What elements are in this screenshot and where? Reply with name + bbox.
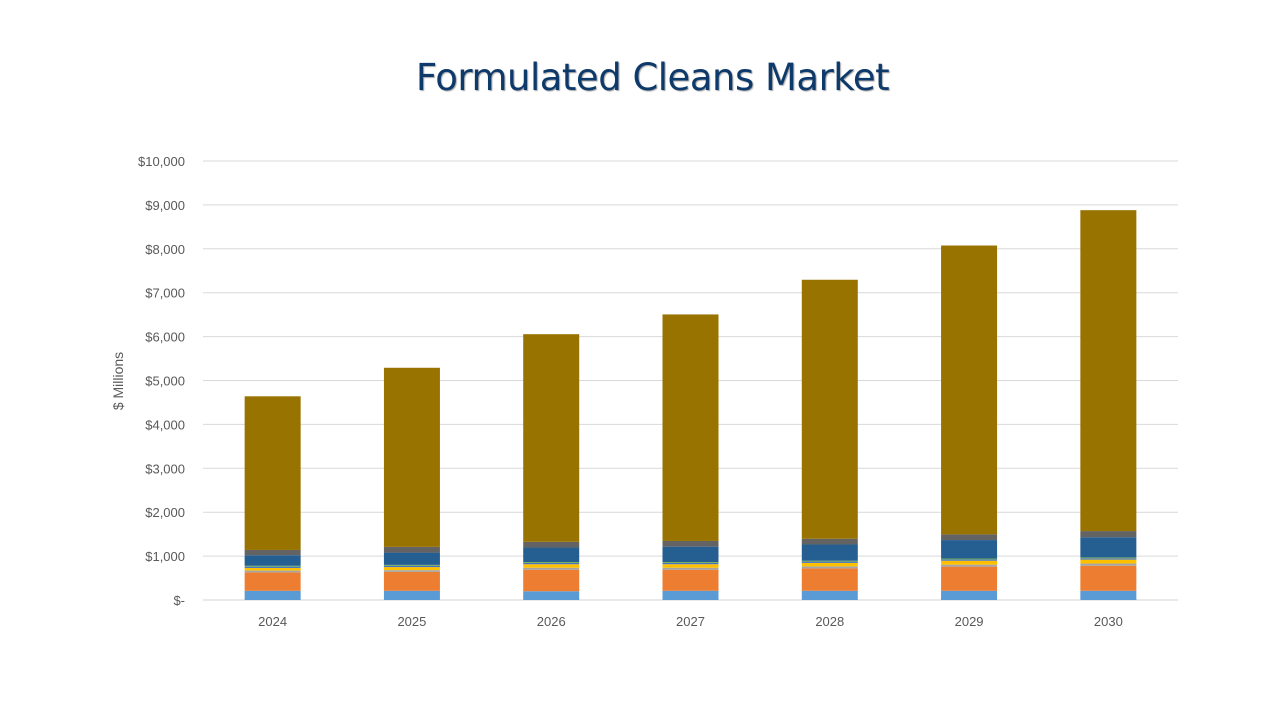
- y-tick-label: $5,000: [145, 374, 185, 389]
- bar-segment: [941, 566, 998, 591]
- bar-segment: [244, 590, 301, 600]
- bar-segment: [1080, 537, 1137, 558]
- bar-segment: [523, 541, 580, 548]
- bar-segment: [244, 572, 301, 591]
- bar-segment: [1080, 558, 1137, 560]
- y-tick-label: $10,000: [138, 154, 185, 169]
- bar-segment: [662, 546, 719, 563]
- bar-segment: [383, 546, 440, 553]
- y-tick-label: $8,000: [145, 242, 185, 257]
- bar-segment: [383, 590, 440, 600]
- bar-segment: [1080, 563, 1137, 566]
- bar-segment: [662, 567, 719, 570]
- bar-segment: [941, 245, 998, 535]
- bar-segment: [941, 590, 998, 600]
- bar-segment: [244, 396, 301, 550]
- bar-segment: [662, 314, 719, 541]
- bar-segment: [523, 562, 580, 563]
- bar-segment: [801, 562, 858, 567]
- bar-segment: [1080, 557, 1137, 559]
- bar-segment: [1080, 559, 1137, 564]
- x-tick-label: 2028: [815, 614, 844, 629]
- y-tick-label: $3,000: [145, 461, 185, 476]
- bar-segment: [244, 570, 301, 573]
- y-tick-label: $9,000: [145, 198, 185, 213]
- bar-segment: [801, 544, 858, 561]
- bar-segment: [1080, 210, 1137, 532]
- chart-title: Formulated Cleans Market: [415, 56, 890, 99]
- bar-segment: [244, 567, 301, 571]
- x-axis-tick-labels: 2024 2025 2026 2027 2028 2029 2030: [258, 614, 1123, 629]
- bar-segment: [383, 367, 440, 547]
- bar-segment: [801, 561, 858, 563]
- bar-segment: [662, 569, 719, 591]
- bar-segment: [801, 279, 858, 539]
- x-tick-label: 2024: [258, 614, 287, 629]
- bar-segment: [801, 590, 858, 600]
- bar-segment: [941, 564, 998, 567]
- bar-segment: [662, 562, 719, 565]
- bar-segment: [523, 591, 580, 600]
- x-tick-label: 2026: [537, 614, 566, 629]
- bar-segment: [1080, 565, 1137, 591]
- bar-segment: [383, 564, 440, 566]
- bar-segment: [1080, 590, 1137, 600]
- y-tick-label: $6,000: [145, 330, 185, 345]
- bar-segment: [801, 538, 858, 545]
- bar-segment: [523, 547, 580, 563]
- bar-segment: [244, 565, 301, 567]
- bar-segment: [383, 571, 440, 591]
- bar-segment: [662, 564, 719, 568]
- bar-segment: [383, 565, 440, 568]
- bar-segment: [523, 334, 580, 542]
- bar-segment: [662, 562, 719, 563]
- y-axis-tick-labels: $- $1,000 $2,000 $3,000 $4,000 $5,000 $6,000 $7…: [138, 154, 185, 608]
- bar-segment: [523, 567, 580, 570]
- y-axis-title: $ Millions: [110, 352, 126, 410]
- bar-segment: [244, 566, 301, 568]
- bar-segment: [941, 534, 998, 541]
- x-tick-label: 2030: [1094, 614, 1123, 629]
- bar-segment: [244, 549, 301, 556]
- y-tick-label: $1,000: [145, 549, 185, 564]
- bar-segment: [383, 570, 440, 572]
- bar-segment: [383, 567, 440, 571]
- bar-segment: [801, 560, 858, 562]
- bar-segment: [662, 590, 719, 600]
- bar-segment: [801, 566, 858, 569]
- x-tick-label: 2027: [676, 614, 705, 629]
- bar-segment: [941, 559, 998, 561]
- y-tick-label: $4,000: [145, 417, 185, 432]
- bar-stacks: [244, 210, 1137, 600]
- y-tick-label: $-: [173, 593, 185, 608]
- bar-segment: [383, 552, 440, 565]
- y-tick-label: $7,000: [145, 286, 185, 301]
- bar-segment: [523, 564, 580, 568]
- bar-segment: [244, 555, 301, 566]
- bar-segment: [1080, 531, 1137, 538]
- y-tick-label: $2,000: [145, 505, 185, 520]
- bar-segment: [941, 560, 998, 565]
- bar-segment: [662, 540, 719, 547]
- bar-segment: [941, 558, 998, 560]
- bar-segment: [941, 540, 998, 559]
- bar-segment: [523, 562, 580, 565]
- bar-segment: [801, 568, 858, 591]
- x-tick-label: 2025: [397, 614, 426, 629]
- bar-segment: [523, 569, 580, 592]
- x-tick-label: 2029: [955, 614, 984, 629]
